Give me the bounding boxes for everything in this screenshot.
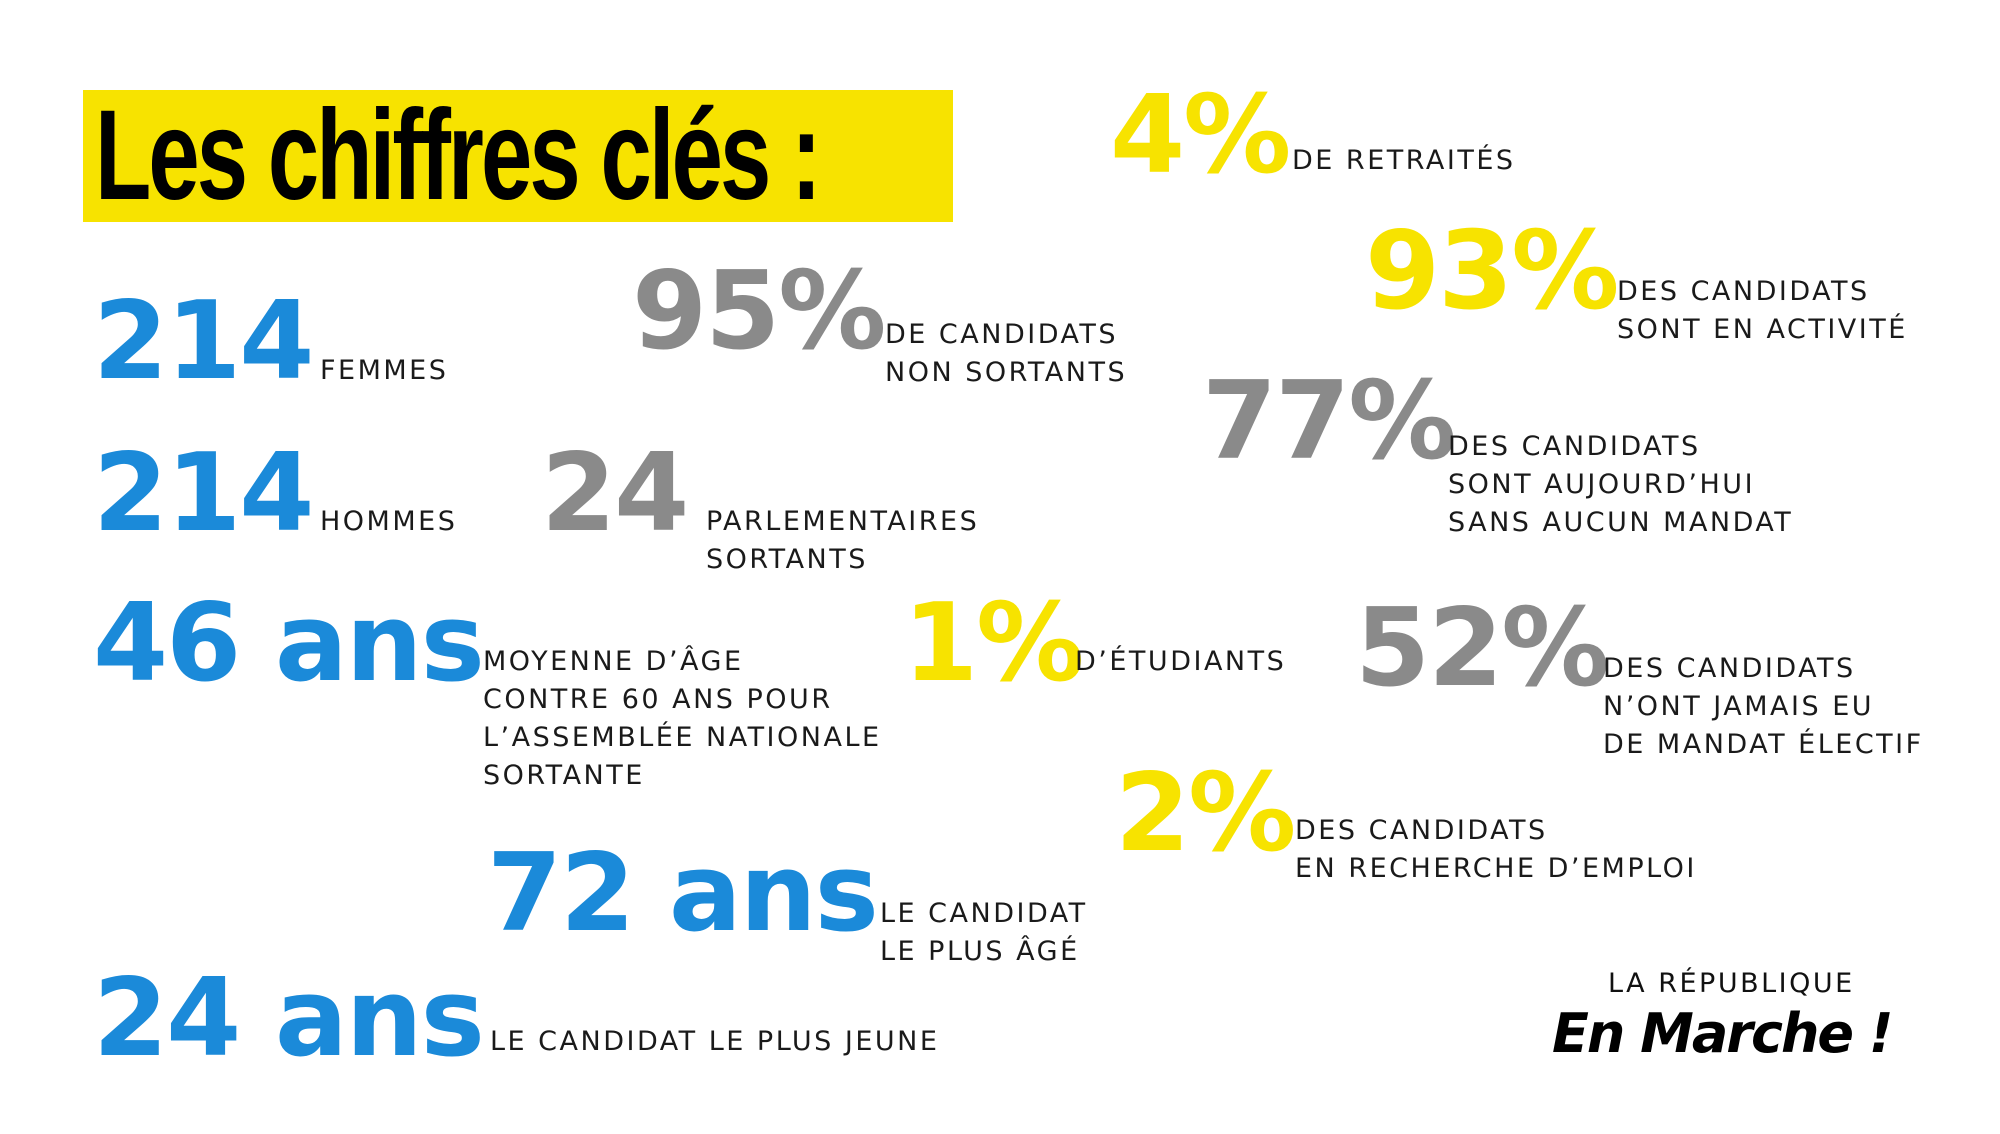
- stat-retraites-label: DE RETRAITÉS: [1292, 145, 1516, 176]
- stat-parlementaires-value: 24: [541, 431, 689, 556]
- stat-sans-mandat-value: 77%: [1202, 359, 1457, 484]
- stat-plus-age-label: LE CANDIDAT LE PLUS ÂGÉ: [880, 898, 1088, 967]
- stat-recherche-emploi-value: 2%: [1115, 751, 1296, 876]
- stat-hommes-label: HOMMES: [320, 506, 458, 537]
- stat-activite-label: DES CANDIDATS SONT EN ACTIVITÉ: [1617, 276, 1908, 345]
- brand-tagline: LA RÉPUBLIQUE: [1608, 968, 1855, 999]
- stat-plus-jeune-label: LE CANDIDAT LE PLUS JEUNE: [490, 1026, 940, 1057]
- stat-etudiants-value: 1%: [903, 581, 1084, 706]
- stat-retraites-value: 4%: [1110, 73, 1291, 198]
- title-highlight: [83, 90, 953, 222]
- stat-age-moyen-value: 46 ans: [93, 581, 485, 706]
- page-title: Les chiffres clés :: [95, 84, 822, 227]
- stat-activite-value: 93%: [1365, 209, 1620, 334]
- stat-femmes-value: 214: [93, 279, 314, 404]
- stat-femmes-label: FEMMES: [320, 355, 449, 386]
- stat-plus-jeune-value: 24 ans: [93, 956, 485, 1081]
- stat-parlementaires-label: PARLEMENTAIRES SORTANTS: [706, 506, 980, 575]
- brand-logo: En Marche !: [1552, 1002, 1893, 1065]
- stat-etudiants-label: D’ÉTUDIANTS: [1075, 646, 1287, 677]
- stat-plus-age-value: 72 ans: [487, 831, 879, 956]
- stat-sans-mandat-label: DES CANDIDATS SONT AUJOURD’HUI SANS AUCU…: [1448, 431, 1794, 538]
- stat-non-sortants-value: 95%: [632, 249, 887, 374]
- stat-hommes-value: 214: [93, 431, 314, 556]
- stat-recherche-emploi-label: DES CANDIDATS EN RECHERCHE D’EMPLOI: [1295, 815, 1697, 884]
- stat-non-sortants-label: DE CANDIDATS NON SORTANTS: [885, 319, 1128, 388]
- stat-age-moyen-label: MOYENNE D’ÂGE CONTRE 60 ANS POUR L’ASSEM…: [483, 646, 882, 791]
- stat-jamais-mandat-label: DES CANDIDATS N’ONT JAMAIS EU DE MANDAT …: [1603, 653, 1924, 760]
- stat-jamais-mandat-value: 52%: [1355, 586, 1610, 711]
